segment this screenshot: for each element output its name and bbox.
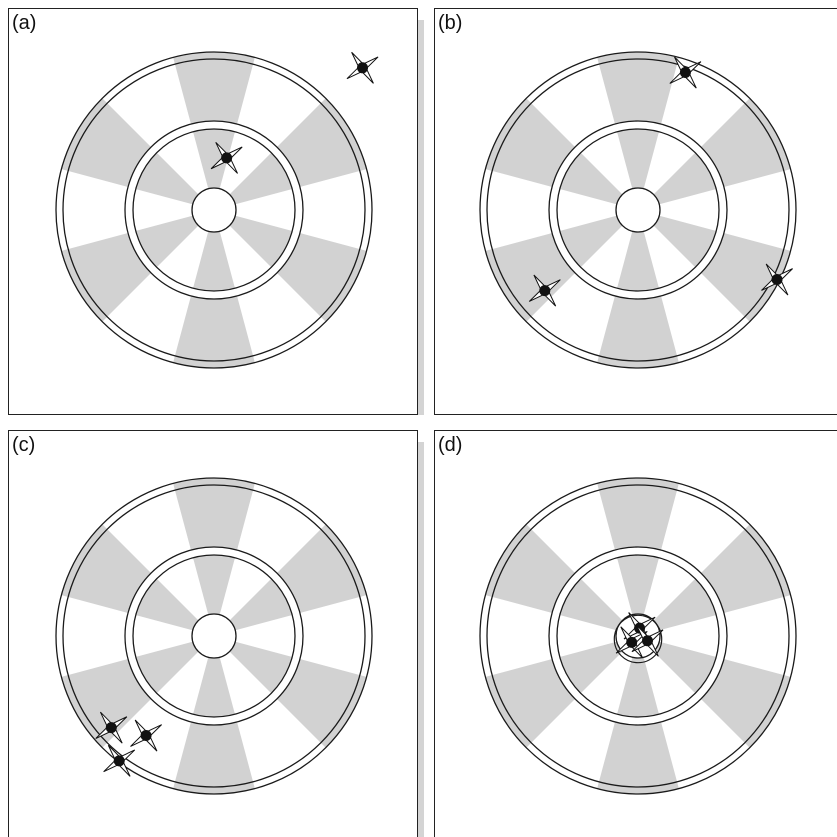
board-sector (597, 52, 679, 210)
dart-center (641, 635, 653, 647)
panel-shadow (418, 442, 424, 837)
panel-label: (b) (438, 12, 463, 34)
dart-3 (346, 51, 379, 84)
panel-a: (a) (8, 8, 424, 415)
board-sector (638, 636, 791, 748)
board-sector (61, 98, 214, 210)
dart-center (113, 755, 125, 767)
board-sector (173, 478, 255, 636)
middle-ring (124, 546, 304, 726)
dart-2 (528, 274, 561, 307)
panel-label: (c) (12, 434, 36, 456)
outer-ring-inner (62, 484, 366, 788)
dart-center (221, 152, 233, 164)
group-circle (613, 614, 663, 664)
board-sector (597, 210, 679, 368)
board-sector (214, 524, 367, 636)
outer-ring-inner (486, 58, 790, 362)
board-sector (638, 210, 791, 322)
panel-b: (b) (434, 8, 837, 415)
board-sector (173, 52, 255, 210)
middle-ring-inner (132, 554, 296, 718)
board-sector (173, 210, 255, 368)
outer-ring-inner (62, 58, 366, 362)
dart-3 (761, 263, 793, 296)
board-sector (638, 98, 791, 210)
board-sector (214, 636, 367, 748)
middle-ring-inner (556, 554, 720, 718)
dart-center (679, 67, 691, 79)
panel-shadow (418, 20, 424, 415)
dart-2 (210, 141, 243, 174)
board-sector (61, 210, 214, 322)
outer-ring (479, 477, 797, 795)
board-sector (638, 524, 791, 636)
bullseye (191, 187, 237, 233)
dart-2 (130, 719, 162, 752)
board-sector (61, 636, 214, 748)
middle-ring-inner (556, 128, 720, 292)
dartboard (55, 477, 373, 795)
dartboard (55, 51, 379, 369)
dartboard (479, 51, 797, 369)
board-sector (597, 478, 679, 636)
dart-center (105, 722, 117, 734)
dartboard (479, 477, 797, 795)
board-sector (485, 524, 638, 636)
board-sector (485, 210, 638, 322)
middle-ring (124, 120, 304, 300)
panel-c: (c) (8, 430, 424, 837)
outer-ring (55, 51, 373, 369)
board-sector (485, 98, 638, 210)
dart-center (357, 62, 369, 74)
middle-ring-inner (132, 128, 296, 292)
dart-center (771, 274, 783, 286)
board-sector (485, 636, 638, 748)
board-sector (214, 210, 367, 322)
bullseye (191, 613, 237, 659)
panel-label: (d) (438, 434, 463, 456)
board-sector (214, 98, 367, 210)
dart-3 (103, 744, 136, 777)
board-sector (597, 636, 679, 794)
board-sector (173, 636, 255, 794)
dart-center (539, 285, 551, 297)
dart-1 (669, 56, 702, 89)
dart-center (626, 636, 638, 648)
board-sector (61, 524, 214, 636)
outer-ring (479, 51, 797, 369)
dart-center (140, 730, 152, 742)
panel-d: (d) (434, 430, 837, 837)
outer-ring (55, 477, 373, 795)
middle-ring (548, 120, 728, 300)
outer-ring-inner (486, 484, 790, 788)
bullseye (615, 187, 661, 233)
middle-ring (548, 546, 728, 726)
dart-1 (95, 711, 128, 744)
panel-label: (a) (12, 12, 37, 34)
dart-3 (631, 624, 664, 657)
